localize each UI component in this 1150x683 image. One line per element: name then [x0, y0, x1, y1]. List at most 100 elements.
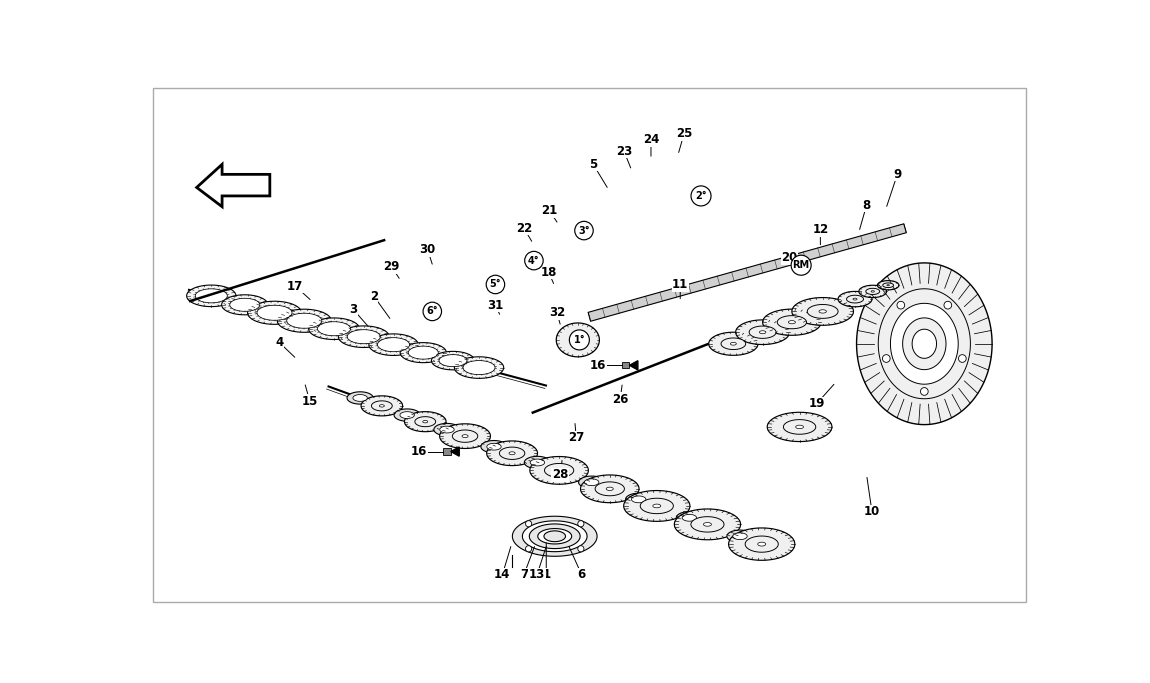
- Polygon shape: [394, 409, 420, 421]
- Text: 6: 6: [577, 568, 585, 581]
- Polygon shape: [857, 263, 992, 425]
- Polygon shape: [538, 529, 572, 544]
- Text: 16: 16: [590, 359, 606, 372]
- Polygon shape: [439, 424, 490, 449]
- Polygon shape: [758, 542, 766, 546]
- Polygon shape: [676, 512, 703, 524]
- Polygon shape: [879, 289, 971, 399]
- Polygon shape: [371, 401, 392, 411]
- Text: 23: 23: [616, 145, 633, 158]
- Polygon shape: [454, 357, 504, 378]
- Polygon shape: [903, 318, 946, 370]
- Text: 4: 4: [275, 336, 283, 349]
- Polygon shape: [641, 498, 674, 514]
- Polygon shape: [405, 412, 446, 432]
- Circle shape: [577, 546, 584, 552]
- Polygon shape: [730, 342, 736, 345]
- Polygon shape: [463, 361, 494, 374]
- Polygon shape: [544, 464, 574, 477]
- Polygon shape: [197, 165, 270, 207]
- Polygon shape: [509, 451, 515, 455]
- Polygon shape: [721, 338, 745, 350]
- Polygon shape: [529, 524, 580, 548]
- Polygon shape: [530, 459, 545, 466]
- Text: 6°: 6°: [427, 307, 438, 316]
- Text: 19: 19: [808, 398, 825, 410]
- Text: 25: 25: [676, 127, 692, 140]
- Polygon shape: [792, 298, 853, 325]
- Polygon shape: [555, 469, 562, 472]
- Polygon shape: [400, 343, 446, 363]
- Text: 27: 27: [568, 431, 584, 444]
- Text: 3: 3: [348, 303, 356, 316]
- Text: 21: 21: [542, 204, 558, 217]
- Polygon shape: [377, 337, 409, 352]
- Polygon shape: [807, 305, 838, 318]
- Text: 1°: 1°: [574, 335, 585, 345]
- Polygon shape: [708, 332, 758, 355]
- Polygon shape: [439, 426, 454, 433]
- Polygon shape: [733, 533, 748, 540]
- Polygon shape: [745, 536, 779, 553]
- Polygon shape: [361, 396, 402, 416]
- Text: 14: 14: [494, 568, 511, 581]
- Polygon shape: [308, 318, 360, 339]
- Polygon shape: [584, 479, 599, 486]
- Polygon shape: [736, 320, 790, 344]
- Circle shape: [691, 186, 711, 206]
- Polygon shape: [749, 326, 776, 338]
- Bar: [443, 449, 451, 455]
- Polygon shape: [789, 320, 796, 324]
- Polygon shape: [286, 313, 322, 329]
- Polygon shape: [653, 504, 661, 507]
- Polygon shape: [544, 531, 566, 542]
- Circle shape: [524, 251, 543, 270]
- Text: 7: 7: [520, 568, 528, 581]
- Polygon shape: [486, 443, 501, 450]
- Polygon shape: [626, 493, 652, 505]
- Text: 9: 9: [894, 168, 902, 181]
- Circle shape: [897, 301, 905, 309]
- Polygon shape: [481, 441, 507, 453]
- Polygon shape: [912, 329, 936, 359]
- Text: 30: 30: [420, 243, 436, 256]
- Circle shape: [958, 354, 966, 363]
- Polygon shape: [759, 331, 766, 334]
- Circle shape: [575, 221, 593, 240]
- Polygon shape: [682, 514, 697, 521]
- Polygon shape: [606, 487, 613, 490]
- Polygon shape: [588, 224, 906, 321]
- Polygon shape: [338, 326, 389, 348]
- Circle shape: [526, 520, 531, 527]
- Polygon shape: [866, 288, 880, 294]
- Text: 4°: 4°: [528, 255, 539, 266]
- Polygon shape: [838, 292, 872, 307]
- Polygon shape: [408, 346, 438, 359]
- Circle shape: [486, 275, 505, 294]
- Polygon shape: [524, 456, 551, 469]
- Polygon shape: [317, 322, 351, 336]
- Polygon shape: [631, 496, 646, 503]
- Polygon shape: [767, 413, 831, 441]
- Polygon shape: [859, 285, 887, 298]
- Text: 5: 5: [589, 158, 597, 171]
- Polygon shape: [452, 430, 477, 443]
- Polygon shape: [486, 441, 537, 466]
- Polygon shape: [369, 334, 419, 355]
- Polygon shape: [578, 476, 605, 488]
- Text: 8: 8: [862, 199, 871, 212]
- Polygon shape: [431, 351, 475, 370]
- Text: 2°: 2°: [696, 191, 707, 201]
- Circle shape: [577, 520, 584, 527]
- Text: 24: 24: [643, 133, 659, 146]
- Polygon shape: [729, 528, 795, 560]
- Polygon shape: [762, 309, 821, 335]
- Polygon shape: [557, 323, 599, 357]
- Text: 12: 12: [812, 223, 828, 236]
- Text: 10: 10: [864, 505, 880, 518]
- Text: 17: 17: [288, 279, 304, 292]
- Polygon shape: [462, 434, 468, 438]
- Text: 31: 31: [488, 298, 504, 311]
- Polygon shape: [846, 295, 864, 303]
- Circle shape: [944, 301, 952, 309]
